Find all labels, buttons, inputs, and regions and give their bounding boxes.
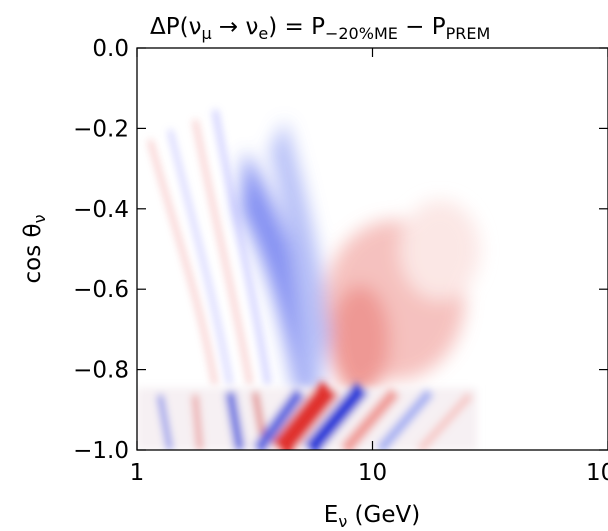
x-tick-label: 10 <box>358 460 387 486</box>
heatmap <box>137 109 480 450</box>
y-tick-label: −0.8 <box>73 358 129 384</box>
y-tick-label: 0.0 <box>92 36 129 62</box>
y-axis-label: cos θν <box>20 214 49 283</box>
chart-title: ΔP(νμ → νe) = P−20%ME − PPREM <box>150 14 490 43</box>
title-part: PREM <box>446 24 491 43</box>
title-part: e <box>258 24 268 43</box>
title-part: − P <box>398 14 446 40</box>
y_label-part: ν <box>30 214 49 223</box>
x_label-part: E <box>324 502 339 528</box>
title-part: ) = P <box>268 14 325 40</box>
x-tick-label: 1 <box>130 460 145 486</box>
title-part: −20%ME <box>325 24 398 43</box>
x-tick-label: 100 <box>586 460 608 486</box>
x_label-part: (GeV) <box>347 502 420 528</box>
x-axis-label: Eν (GeV) <box>324 502 420 531</box>
y-tick-label: −1.0 <box>73 438 129 464</box>
y-tick-label: −0.6 <box>73 277 129 303</box>
title-part: ΔP(ν <box>150 14 201 40</box>
y_label-part: cos θ <box>20 223 46 283</box>
title-part: → ν <box>212 14 259 40</box>
x_label-part: ν <box>338 512 347 531</box>
y-tick-label: −0.2 <box>73 116 129 142</box>
title-part: μ <box>201 24 211 43</box>
y-tick-label: −0.4 <box>73 197 129 223</box>
